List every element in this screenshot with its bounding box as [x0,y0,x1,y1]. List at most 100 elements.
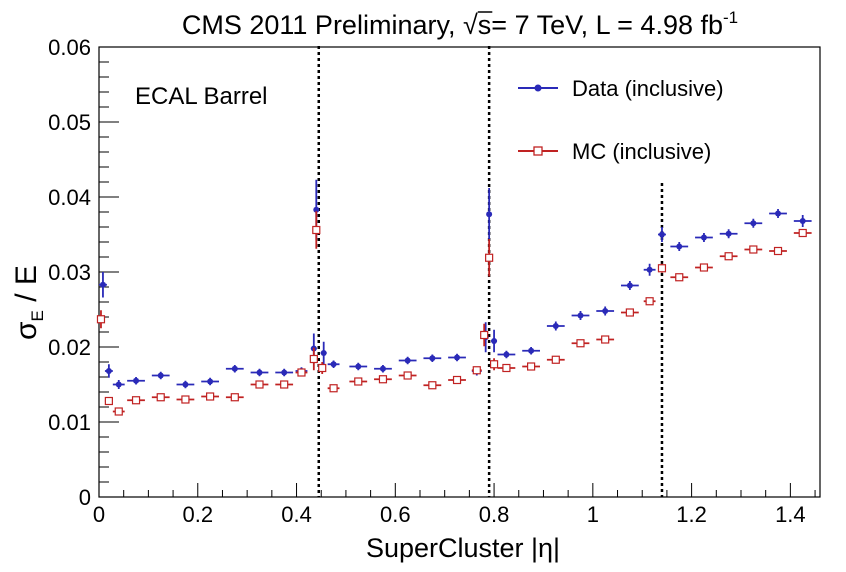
data-point [256,369,263,376]
mc-point [297,368,306,377]
data-point [799,218,806,224]
title-sqrt: √s [463,10,491,40]
mc-point [280,380,289,389]
y-tick-label: 0.05 [48,110,91,135]
y-tick-label: 0.03 [48,260,91,285]
data-point [700,234,707,241]
mc-point [798,228,807,238]
data-point [429,355,436,362]
data-point [182,381,189,388]
data-point [207,378,214,385]
legend-mc-label: MC (inclusive) [572,139,711,164]
data-point [503,351,510,358]
mc-point [181,395,190,404]
mc-point [551,355,560,364]
legend: Data (inclusive) MC (inclusive) [518,76,724,164]
mc-point [601,335,610,344]
data-point [552,323,559,329]
mc-point [657,264,667,273]
x-tick-label: 1.2 [676,502,707,527]
data-point [133,377,140,384]
data-point [725,230,732,237]
x-tick-label: 0.2 [182,502,213,527]
title-rest: = 7 TeV, L = 4.98 fb [491,10,723,40]
x-tick-label: 1.4 [775,502,806,527]
data-point [486,211,493,218]
mc-point [485,253,494,262]
x-tick-label: 1 [587,502,599,527]
mc-point [645,297,654,306]
title-sup: -1 [723,8,738,27]
plot-frame [98,46,821,498]
mc-point [428,381,437,390]
data-point [231,365,238,372]
mc-point [749,245,758,254]
mc-point [114,407,123,416]
mc-point [699,263,709,272]
data-point [626,282,633,289]
mc-point [206,392,215,401]
mc-point [773,246,783,256]
y-axis-label: σE / E [10,265,47,340]
y-tick-label: 0.04 [48,185,91,210]
legend-data-label: Data (inclusive) [572,76,724,101]
y-label-sigma: σ [10,321,43,340]
data-point [602,308,609,314]
data-point [320,350,327,356]
ecal-barrel-annotation: ECAL Barrel [135,83,268,110]
mc-point [489,360,499,369]
legend-mc-marker [533,146,543,156]
x-tick-label: 0.6 [380,502,411,527]
mc-point [378,375,388,384]
data-point [330,361,337,368]
x-tick-label: 0.4 [281,502,312,527]
data-point [775,210,782,217]
y-tick-label: 0.02 [48,335,91,360]
mc-point [403,371,412,380]
data-point [313,206,320,213]
mc-point [96,315,106,324]
mc-point [472,366,481,375]
y-tick-label: 0.01 [48,410,91,435]
data-point [99,281,106,288]
data-point [577,312,584,319]
mc-point [452,375,462,385]
mc-point [675,273,684,282]
data-point [379,365,386,372]
x-tick-label: 0.8 [479,502,510,527]
mc-point [104,396,113,406]
data-point [404,357,411,364]
data-point [281,369,288,376]
data-point [115,381,122,388]
mc-point [131,396,141,405]
data-point [491,338,498,344]
data-series [99,179,812,389]
y-label-sub: E [28,310,47,321]
mc-point [329,384,338,393]
mc-point [576,339,585,348]
mc-point [480,330,489,340]
mc-point [255,380,264,389]
mc-series [96,211,812,416]
chart-title: CMS 2011 Preliminary, √s= 7 TeV, L = 4.9… [182,8,738,40]
data-point [750,220,757,227]
y-tick-label: 0.06 [48,35,91,60]
mc-point [309,354,318,364]
mc-point [156,393,165,402]
data-point [528,347,535,354]
mc-point [724,252,733,261]
mc-point [625,308,634,317]
mc-point [354,377,363,386]
mc-point [527,362,536,371]
y-tick-label: 0 [79,485,91,510]
legend-data-marker [534,84,542,92]
mc-point [230,393,239,402]
title-main: CMS 2011 Preliminary, [182,10,463,40]
x-tick-label: 0 [93,502,105,527]
data-point [157,372,164,379]
mc-point [318,363,327,373]
data-point [355,363,362,370]
x-axis-label: SuperCluster |η| [366,533,560,563]
data-point [658,231,665,238]
